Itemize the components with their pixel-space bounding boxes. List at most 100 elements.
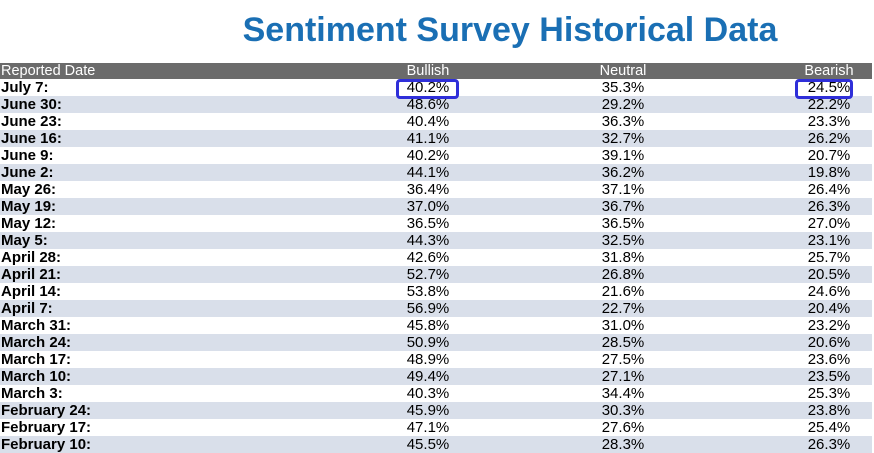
cell-bullish: 49.4% <box>406 368 450 385</box>
cell-reported-date: April 7: <box>1 300 53 317</box>
cell-bearish: 26.4% <box>807 181 851 198</box>
cell-bullish: 45.9% <box>406 402 450 419</box>
cell-neutral: 35.3% <box>601 79 645 96</box>
cell-neutral: 27.6% <box>601 419 645 436</box>
cell-reported-date: February 10: <box>1 436 92 453</box>
cell-neutral: 26.8% <box>601 266 645 283</box>
cell-reported-date: March 3: <box>1 385 63 402</box>
table-row: March 31: 45.8% 31.0% 23.2% <box>0 317 872 334</box>
cell-bullish: 48.6% <box>406 96 450 113</box>
cell-neutral: 39.1% <box>601 147 645 164</box>
table-row: May 26: 36.4% 37.1% 26.4% <box>0 181 872 198</box>
cell-bullish: 50.9% <box>406 334 450 351</box>
table-body: July 7: 40.2% 35.3% 24.5% June 30: 48.6% 29.2%… <box>0 79 872 453</box>
cell-bearish: 23.8% <box>807 402 851 419</box>
cell-reported-date: April 28: <box>1 249 62 266</box>
cell-bullish: 45.5% <box>406 436 450 453</box>
cell-neutral: 21.6% <box>601 283 645 300</box>
cell-bearish: 26.2% <box>807 130 851 147</box>
header-bearish: Bearish <box>804 63 854 79</box>
cell-neutral: 36.2% <box>601 164 645 181</box>
table-row: February 10: 45.5% 28.3% 26.3% <box>0 436 872 453</box>
table-row: March 10: 49.4% 27.1% 23.5% <box>0 368 872 385</box>
cell-neutral: 22.7% <box>601 300 645 317</box>
cell-neutral: 27.5% <box>601 351 645 368</box>
cell-reported-date: June 2: <box>1 164 54 181</box>
table-row: February 24: 45.9% 30.3% 23.8% <box>0 402 872 419</box>
cell-bearish: 19.8% <box>807 164 851 181</box>
cell-reported-date: May 12: <box>1 215 57 232</box>
table-row: May 12: 36.5% 36.5% 27.0% <box>0 215 872 232</box>
cell-neutral: 28.3% <box>601 436 645 453</box>
cell-bullish: 52.7% <box>406 266 450 283</box>
cell-bearish: 23.5% <box>807 368 851 385</box>
cell-bearish: 23.1% <box>807 232 851 249</box>
cell-bullish: 40.3% <box>406 385 450 402</box>
page-title: Sentiment Survey Historical Data <box>242 11 778 49</box>
header-neutral: Neutral <box>599 63 647 79</box>
cell-neutral: 32.5% <box>601 232 645 249</box>
table-row: March 3: 40.3% 34.4% 25.3% <box>0 385 872 402</box>
table-row: May 19: 37.0% 36.7% 26.3% <box>0 198 872 215</box>
cell-bullish: 40.4% <box>406 113 450 130</box>
cell-reported-date: June 16: <box>1 130 62 147</box>
table-row: June 2: 44.1% 36.2% 19.8% <box>0 164 872 181</box>
cell-reported-date: May 19: <box>1 198 57 215</box>
cell-bullish: 41.1% <box>406 130 450 147</box>
cell-bullish: 42.6% <box>406 249 450 266</box>
cell-bullish: 40.2% <box>406 79 450 96</box>
sentiment-table: Reported Date Bullish Neutral Bearish Ju… <box>0 63 872 453</box>
cell-reported-date: February 24: <box>1 402 92 419</box>
cell-reported-date: June 30: <box>1 96 62 113</box>
cell-bullish: 44.1% <box>406 164 450 181</box>
cell-neutral: 36.7% <box>601 198 645 215</box>
cell-reported-date: June 23: <box>1 113 62 130</box>
cell-bearish: 23.6% <box>807 351 851 368</box>
cell-bullish: 48.9% <box>406 351 450 368</box>
cell-bullish: 47.1% <box>406 419 450 436</box>
cell-bullish: 56.9% <box>406 300 450 317</box>
cell-bearish: 24.5% <box>807 79 851 96</box>
cell-bearish: 26.3% <box>807 198 851 215</box>
cell-neutral: 28.5% <box>601 334 645 351</box>
cell-bearish: 25.4% <box>807 419 851 436</box>
cell-bearish: 20.6% <box>807 334 851 351</box>
header-bullish: Bullish <box>406 63 450 79</box>
table-row: June 9: 40.2% 39.1% 20.7% <box>0 147 872 164</box>
cell-bullish: 37.0% <box>406 198 450 215</box>
cell-neutral: 27.1% <box>601 368 645 385</box>
table-row: May 5: 44.3% 32.5% 23.1% <box>0 232 872 249</box>
table-row: March 17: 48.9% 27.5% 23.6% <box>0 351 872 368</box>
cell-reported-date: March 24: <box>1 334 72 351</box>
cell-neutral: 31.0% <box>601 317 645 334</box>
cell-neutral: 31.8% <box>601 249 645 266</box>
table-row: March 24: 50.9% 28.5% 20.6% <box>0 334 872 351</box>
cell-bearish: 20.7% <box>807 147 851 164</box>
cell-reported-date: February 17: <box>1 419 92 436</box>
cell-reported-date: July 7: <box>1 79 49 96</box>
cell-bearish: 25.3% <box>807 385 851 402</box>
cell-reported-date: April 21: <box>1 266 62 283</box>
cell-bullish: 36.4% <box>406 181 450 198</box>
table-row: April 7: 56.9% 22.7% 20.4% <box>0 300 872 317</box>
cell-bullish: 44.3% <box>406 232 450 249</box>
table-row: April 14: 53.8% 21.6% 24.6% <box>0 283 872 300</box>
cell-bearish: 25.7% <box>807 249 851 266</box>
table-row: February 17: 47.1% 27.6% 25.4% <box>0 419 872 436</box>
cell-bullish: 36.5% <box>406 215 450 232</box>
cell-bearish: 27.0% <box>807 215 851 232</box>
table-row: June 16: 41.1% 32.7% 26.2% <box>0 130 872 147</box>
cell-neutral: 36.5% <box>601 215 645 232</box>
cell-bearish: 20.4% <box>807 300 851 317</box>
cell-bullish: 53.8% <box>406 283 450 300</box>
cell-neutral: 36.3% <box>601 113 645 130</box>
cell-bullish: 45.8% <box>406 317 450 334</box>
cell-bearish: 23.3% <box>807 113 851 130</box>
cell-reported-date: April 14: <box>1 283 62 300</box>
cell-reported-date: June 9: <box>1 147 54 164</box>
cell-bearish: 20.5% <box>807 266 851 283</box>
cell-bullish: 40.2% <box>406 147 450 164</box>
cell-reported-date: May 5: <box>1 232 48 249</box>
cell-reported-date: May 26: <box>1 181 57 198</box>
table-row: April 21: 52.7% 26.8% 20.5% <box>0 266 872 283</box>
